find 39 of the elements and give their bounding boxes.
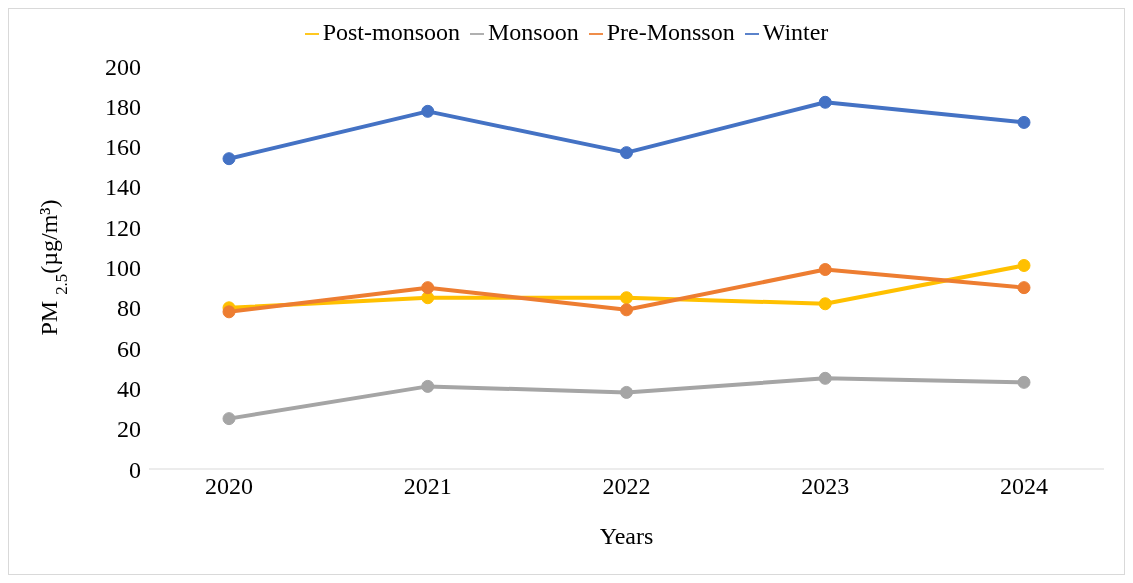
point xyxy=(1017,281,1031,295)
y-tick-label: 40 xyxy=(117,375,141,402)
y-tick-label: 60 xyxy=(117,335,141,362)
point xyxy=(1017,258,1031,272)
point xyxy=(818,297,832,311)
x-axis-title: Years xyxy=(599,523,654,549)
x-tick-label: 2024 xyxy=(1000,473,1048,500)
point xyxy=(1017,375,1031,389)
point xyxy=(421,104,435,118)
x-tick-label: 2022 xyxy=(602,473,651,500)
y-tick-label: 120 xyxy=(105,214,141,241)
legend-label: Post-monsoon xyxy=(322,19,460,45)
x-tick-label: 2020 xyxy=(205,473,253,500)
x-tick-label: 2023 xyxy=(801,473,850,500)
point xyxy=(1017,115,1031,129)
legend-label: Pre-Monsson xyxy=(606,19,735,45)
point xyxy=(620,291,633,305)
y-tick-label: 80 xyxy=(117,295,141,322)
point xyxy=(818,95,832,109)
point xyxy=(620,303,633,317)
legend-label: Winter xyxy=(762,19,829,45)
y-tick-label: 100 xyxy=(105,255,141,282)
point xyxy=(818,263,832,277)
point xyxy=(620,146,633,160)
point xyxy=(421,379,435,393)
y-tick-label: 180 xyxy=(105,93,141,120)
point xyxy=(222,412,236,426)
y-tick-label: 160 xyxy=(105,134,141,161)
y-tick-label: 140 xyxy=(105,174,141,201)
y-tick-label: 0 xyxy=(129,456,141,483)
point xyxy=(222,305,236,319)
legend-label: Monsoon xyxy=(487,19,579,45)
point xyxy=(620,385,633,399)
y-tick-label: 20 xyxy=(117,416,141,443)
point xyxy=(818,371,832,385)
point xyxy=(222,152,236,166)
x-tick-label: 2021 xyxy=(403,473,452,500)
point xyxy=(421,281,435,295)
y-tick-label: 200 xyxy=(105,53,141,80)
